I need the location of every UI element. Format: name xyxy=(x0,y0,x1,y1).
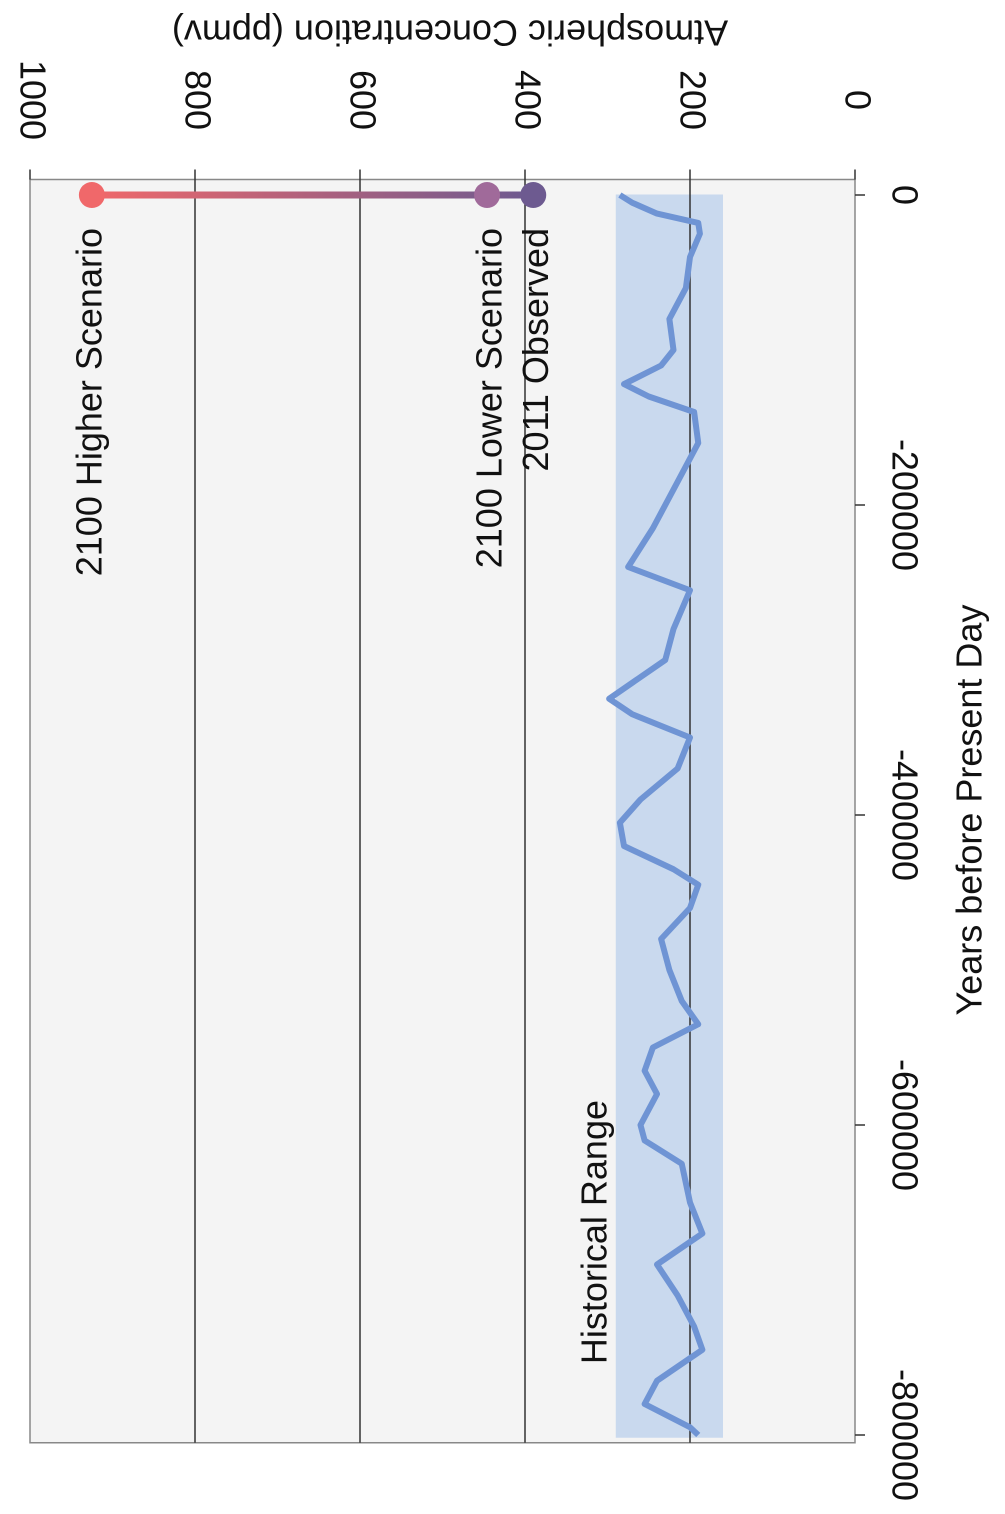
marker xyxy=(520,182,547,208)
x-tick-label: -600000 xyxy=(884,1059,925,1191)
x-tick-label: -800000 xyxy=(884,1369,925,1501)
chart-title: Atmospheric Concentration (ppmv) xyxy=(172,12,728,53)
marker xyxy=(78,182,105,208)
y-tick-label: 200 xyxy=(672,70,713,130)
x-tick-label: -200000 xyxy=(884,439,925,571)
history-line xyxy=(606,192,706,1438)
y-tick-label: 1000 xyxy=(12,60,53,140)
y-tick-label: 600 xyxy=(342,70,383,130)
y-tick-label: 800 xyxy=(177,70,218,130)
x-axis-title: Years before Present Day xyxy=(949,605,990,1016)
marker-label: 2100 Higher Scenario xyxy=(68,228,109,576)
x-tick-label: -400000 xyxy=(884,749,925,881)
marker-label: 2100 Lower Scenario xyxy=(469,228,510,568)
y-tick-label: 0 xyxy=(837,90,878,110)
band-label: Historical Range xyxy=(574,1100,615,1364)
marker-label: 2011 Observed xyxy=(515,228,556,472)
plot-background xyxy=(29,178,856,1444)
y-tick-label: 400 xyxy=(507,70,548,130)
marker xyxy=(474,182,501,208)
x-tick-label: 0 xyxy=(884,185,925,205)
